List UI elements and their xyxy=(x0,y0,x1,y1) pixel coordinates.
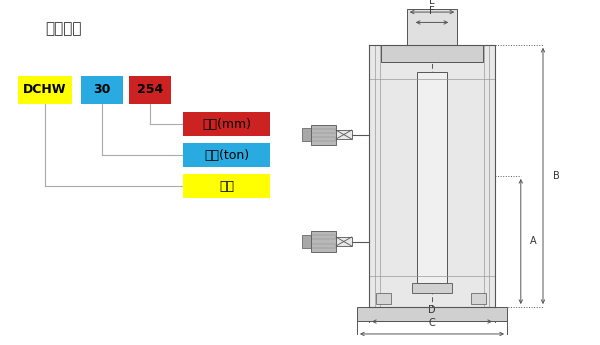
Text: 型号: 型号 xyxy=(219,180,234,193)
Text: E: E xyxy=(429,0,435,6)
Text: F: F xyxy=(429,6,435,16)
Bar xyxy=(336,130,352,139)
Text: D: D xyxy=(428,305,436,315)
Bar xyxy=(471,293,486,304)
Bar xyxy=(183,174,270,198)
Bar xyxy=(417,72,447,283)
Text: 30: 30 xyxy=(94,83,110,96)
Bar xyxy=(183,143,270,167)
Bar xyxy=(412,283,452,293)
Text: 型号说明: 型号说明 xyxy=(45,21,82,36)
Bar xyxy=(311,231,336,252)
Text: DCHW: DCHW xyxy=(23,83,67,96)
Bar xyxy=(336,237,352,246)
Bar xyxy=(129,76,171,104)
Text: 行程(mm): 行程(mm) xyxy=(202,118,251,131)
Bar xyxy=(376,293,391,304)
Bar xyxy=(369,45,495,307)
Bar xyxy=(302,128,311,141)
Text: 载荷(ton): 载荷(ton) xyxy=(204,149,249,162)
Bar xyxy=(183,112,270,136)
Bar xyxy=(81,76,123,104)
Bar xyxy=(407,9,457,45)
Text: B: B xyxy=(553,171,559,181)
Text: C: C xyxy=(428,318,436,328)
Bar xyxy=(381,45,483,62)
Bar xyxy=(311,125,336,145)
Text: 254: 254 xyxy=(137,83,163,96)
Bar xyxy=(357,307,507,321)
Bar xyxy=(302,235,311,248)
Text: A: A xyxy=(530,237,537,246)
Bar xyxy=(18,76,72,104)
